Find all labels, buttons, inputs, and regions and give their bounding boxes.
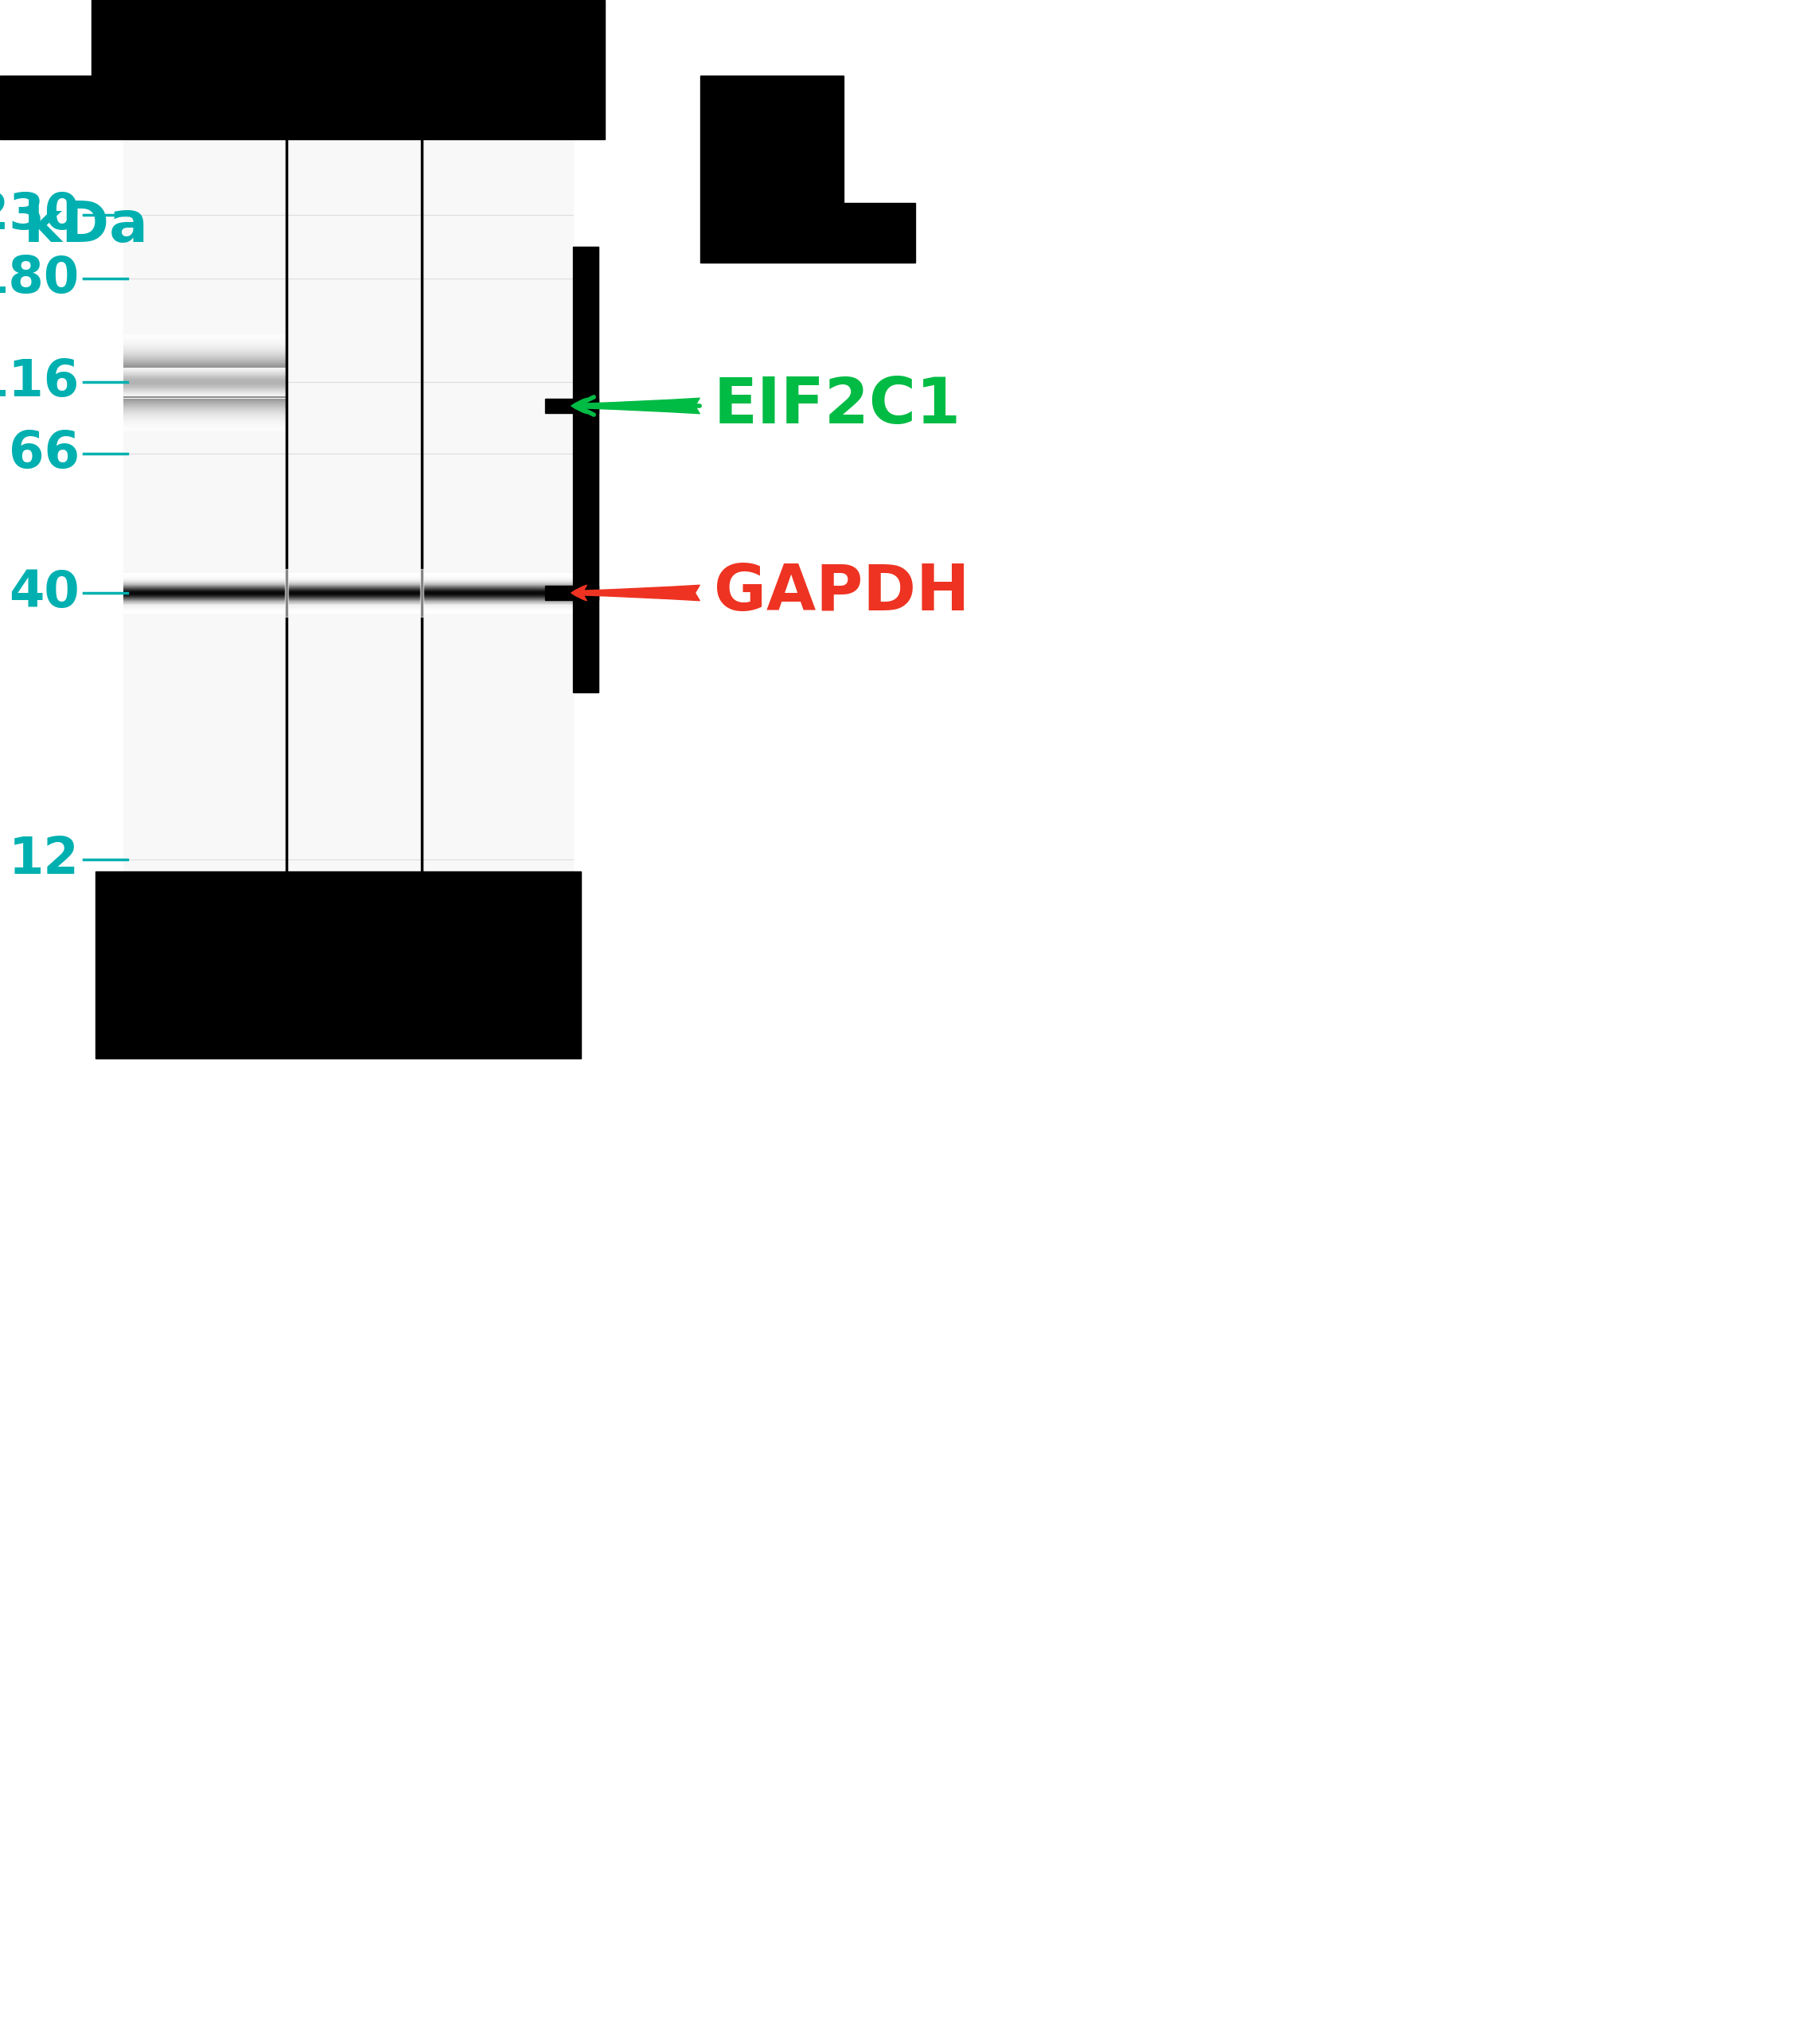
Bar xyxy=(95,872,581,1058)
Text: 180: 180 xyxy=(0,254,80,303)
Bar xyxy=(573,246,599,693)
Bar xyxy=(91,0,604,139)
Text: GAPDH: GAPDH xyxy=(713,561,970,624)
Bar xyxy=(420,569,424,616)
Bar xyxy=(701,204,915,262)
Text: 40: 40 xyxy=(9,567,80,618)
Bar xyxy=(701,75,843,204)
Bar xyxy=(0,75,91,139)
Text: 12: 12 xyxy=(9,834,80,884)
Text: 116: 116 xyxy=(0,357,80,406)
Text: kDa: kDa xyxy=(24,200,149,254)
Bar xyxy=(286,569,288,616)
Bar xyxy=(546,586,599,600)
Bar xyxy=(546,398,599,414)
Text: 66: 66 xyxy=(9,428,80,479)
Text: 230: 230 xyxy=(0,190,80,240)
Text: EIF2C1: EIF2C1 xyxy=(713,376,961,436)
Bar xyxy=(124,139,573,872)
